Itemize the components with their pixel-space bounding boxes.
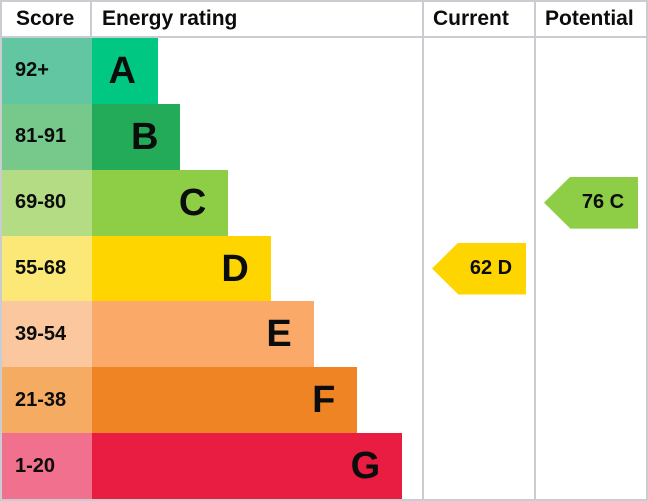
rating-bar-g: G xyxy=(92,433,403,499)
potential-cell-c: 76 C xyxy=(534,169,646,236)
potential-rating-label: 76 C xyxy=(581,191,625,214)
rating-letter-a: A xyxy=(108,49,136,92)
potential-cell-g xyxy=(534,433,646,499)
potential-cell-a xyxy=(534,38,646,104)
score-range-c: 69-80 xyxy=(2,169,92,236)
score-range-g: 1-20 xyxy=(2,433,92,499)
current-rating-label: 62 D xyxy=(469,257,513,279)
rating-cell-d: D xyxy=(92,235,422,302)
current-cell-b xyxy=(422,103,534,170)
potential-rating-arrow: 76 C xyxy=(544,176,638,229)
rating-letter-d: D xyxy=(221,247,249,290)
score-range-d: 55-68 xyxy=(2,235,92,302)
band-row-b: 81-91 B xyxy=(2,103,646,170)
band-row-c: 69-80 C 76 C xyxy=(2,169,646,236)
potential-cell-e xyxy=(534,301,646,368)
header-score: Score xyxy=(2,2,92,36)
band-row-a: 92+ A xyxy=(2,38,646,104)
chart-header-row: Score Energy rating Current Potential xyxy=(2,2,646,38)
current-cell-g xyxy=(422,433,534,499)
current-cell-d: 62 D xyxy=(422,235,534,302)
rating-letter-f: F xyxy=(312,379,336,422)
rating-bar-b: B xyxy=(92,103,181,170)
rating-cell-f: F xyxy=(92,367,422,434)
band-row-f: 21-38 F xyxy=(2,367,646,434)
score-range-e: 39-54 xyxy=(2,301,92,368)
rating-bar-f: F xyxy=(92,367,358,434)
header-current: Current xyxy=(422,2,534,36)
potential-cell-b xyxy=(534,103,646,170)
header-potential: Potential xyxy=(534,2,646,36)
rating-letter-c: C xyxy=(178,181,207,224)
band-row-g: 1-20 G xyxy=(2,433,646,499)
rating-bar-c: C xyxy=(92,169,229,236)
potential-cell-d xyxy=(534,235,646,302)
rating-cell-b: B xyxy=(92,103,422,170)
current-cell-e xyxy=(422,301,534,368)
rating-letter-e: E xyxy=(266,313,292,356)
rating-bar-a: A xyxy=(92,38,158,104)
rating-bar-e: E xyxy=(92,301,314,368)
score-range-b: 81-91 xyxy=(2,103,92,170)
rating-cell-c: C xyxy=(92,169,422,236)
rating-cell-g: G xyxy=(92,433,422,499)
potential-cell-f xyxy=(534,367,646,434)
rating-bar-d: D xyxy=(92,235,271,302)
band-row-e: 39-54 E xyxy=(2,301,646,368)
band-rows: 92+ A 81-91 B 69-80 C xyxy=(2,38,646,499)
current-cell-a xyxy=(422,38,534,104)
rating-cell-a: A xyxy=(92,38,422,104)
score-range-a: 92+ xyxy=(2,38,92,104)
current-rating-arrow: 62 D xyxy=(432,242,526,295)
band-row-d: 55-68 D 62 D xyxy=(2,235,646,302)
rating-letter-g: G xyxy=(350,445,381,488)
current-cell-f xyxy=(422,367,534,434)
rating-letter-b: B xyxy=(130,115,159,158)
header-energy-rating: Energy rating xyxy=(102,7,238,30)
score-range-f: 21-38 xyxy=(2,367,92,434)
rating-cell-e: E xyxy=(92,301,422,368)
current-cell-c xyxy=(422,169,534,236)
